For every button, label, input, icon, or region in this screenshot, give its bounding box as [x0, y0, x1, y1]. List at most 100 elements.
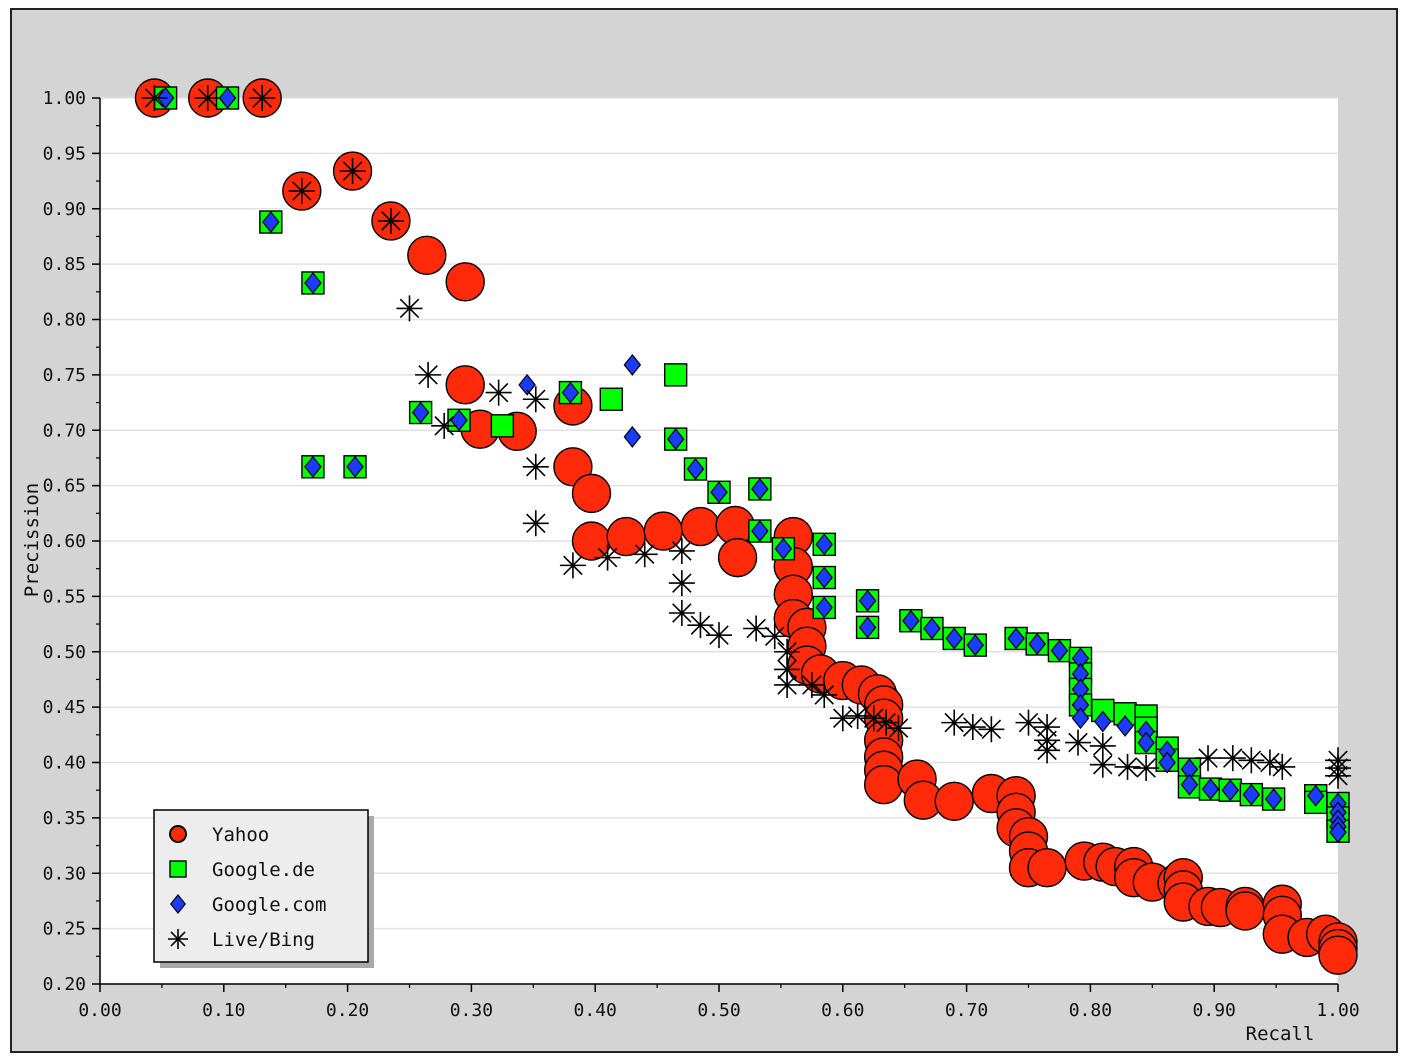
legend-label: Yahoo	[212, 824, 269, 846]
y-axis-label: Precission	[21, 483, 43, 597]
data-point	[559, 552, 586, 579]
data-point	[668, 599, 695, 626]
data-point	[1137, 731, 1155, 754]
x-tick-label: 0.00	[78, 1000, 121, 1021]
y-tick-label: 0.50	[43, 642, 86, 663]
x-tick-labels: 0.00 0.10 0.20 0.30 0.40 0.50 0.60 0.70 0.80 0.90…	[78, 1000, 1359, 1021]
data-point	[1201, 778, 1220, 801]
x-tick-label: 0.40	[574, 1000, 617, 1021]
data-point	[490, 414, 515, 438]
data-point	[934, 781, 974, 821]
data-point	[1089, 751, 1116, 778]
data-point	[815, 566, 833, 589]
data-point	[687, 612, 714, 639]
x-axis-label: Recall	[1246, 1023, 1315, 1045]
data-point	[623, 425, 642, 448]
y-tick-label: 0.90	[43, 199, 86, 220]
data-point	[774, 537, 793, 560]
x-tick-label: 0.90	[1193, 1000, 1236, 1021]
data-point	[751, 520, 769, 542]
data-point	[873, 709, 900, 736]
legend-marker	[168, 929, 188, 949]
data-point	[858, 589, 877, 612]
legend-label: Google.com	[212, 894, 326, 916]
data-point	[1325, 762, 1351, 789]
x-tick-label: 1.00	[1316, 1000, 1359, 1021]
data-point	[844, 702, 871, 729]
data-point	[774, 656, 801, 683]
x-tick-label: 0.50	[697, 1000, 740, 1021]
y-tick-label: 0.30	[43, 863, 86, 884]
y-tick-label: 0.75	[43, 365, 86, 386]
legend-marker	[169, 825, 187, 843]
data-point	[1221, 779, 1240, 802]
data-point	[902, 609, 920, 632]
data-point	[522, 453, 549, 480]
data-point	[686, 458, 705, 480]
legend-label: Google.de	[212, 859, 315, 881]
data-point	[680, 506, 721, 547]
data-point	[485, 379, 512, 406]
data-point	[1219, 745, 1246, 772]
data-point	[1028, 633, 1046, 655]
y-tick-label: 0.25	[43, 919, 86, 940]
data-point	[923, 617, 941, 640]
y-tick-label: 0.70	[43, 420, 86, 441]
data-point	[978, 716, 1005, 743]
data-point	[710, 481, 728, 504]
data-point	[431, 412, 458, 439]
y-tick-label: 0.40	[43, 753, 86, 774]
data-point	[1329, 821, 1347, 844]
data-point	[262, 211, 280, 234]
data-point	[815, 596, 833, 619]
data-point	[1318, 935, 1358, 975]
data-point	[1225, 891, 1265, 931]
y-tick-label: 0.65	[43, 476, 86, 497]
data-point	[1116, 714, 1134, 737]
legend-marker	[169, 860, 187, 878]
data-point	[631, 541, 658, 568]
x-tick-label: 0.20	[326, 1000, 369, 1021]
data-point	[249, 85, 276, 111]
data-point	[1180, 773, 1199, 796]
data-point	[396, 295, 423, 322]
data-point	[194, 85, 221, 111]
data-point	[860, 705, 887, 732]
series-google-de	[153, 86, 1350, 843]
data-points	[134, 78, 1358, 975]
data-point	[798, 671, 825, 698]
data-point	[811, 681, 838, 708]
data-point	[663, 363, 688, 387]
x-tick-label: 0.80	[1069, 1000, 1112, 1021]
data-point	[571, 473, 612, 514]
data-point	[623, 353, 642, 376]
data-point	[522, 386, 549, 413]
data-point	[1034, 737, 1061, 764]
data-point	[1306, 784, 1325, 807]
data-point	[1089, 732, 1116, 759]
y-tick-label: 0.55	[43, 586, 86, 607]
data-point	[599, 387, 623, 411]
data-point	[941, 709, 968, 736]
data-point	[717, 537, 758, 578]
data-point	[1094, 710, 1112, 733]
legend-label: Live/Bing	[212, 929, 315, 951]
data-point	[945, 627, 963, 650]
data-point	[668, 537, 695, 564]
data-point	[959, 714, 986, 741]
x-tick-label: 0.10	[202, 1000, 245, 1021]
data-point	[1027, 848, 1067, 888]
y-tick-label: 0.80	[43, 310, 86, 331]
data-point	[304, 455, 322, 478]
chart-frame: 1.00 0.95 0.90 0.85 0.80 0.75 0.70 0.65 0.60 0.55…	[10, 8, 1398, 1053]
y-tick-labels: 1.00 0.95 0.90 0.85 0.80 0.75 0.70 0.65 0.60 0.55…	[43, 88, 86, 995]
data-point	[885, 715, 912, 742]
data-point	[141, 85, 168, 111]
x-tick-label: 0.70	[945, 1000, 988, 1021]
legend-marker	[170, 894, 186, 914]
data-point	[1264, 788, 1283, 811]
x-tick-label: 0.60	[821, 1000, 864, 1021]
data-point	[829, 705, 856, 732]
y-tick-label: 0.45	[43, 697, 86, 718]
data-point	[1050, 639, 1069, 662]
